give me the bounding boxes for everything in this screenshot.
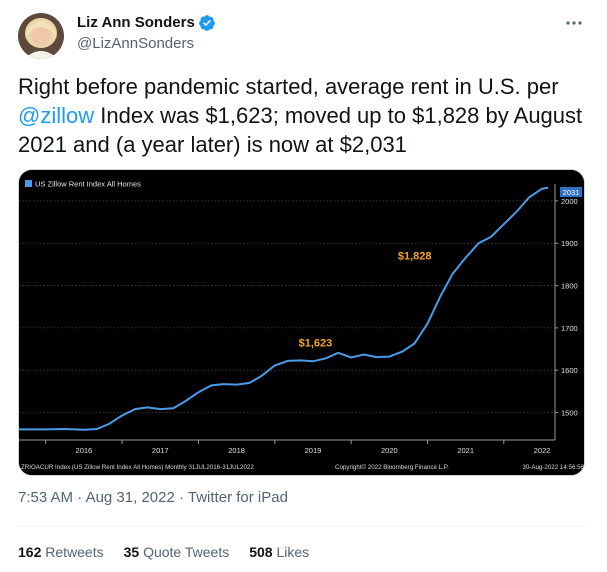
chart-image[interactable]: 1500 1600 1700 1800 1900 2000 2016 2017 2018 201… xyxy=(18,169,585,476)
timestamp-separator-2: · xyxy=(178,489,184,506)
retweets-label: Retweets xyxy=(45,544,104,560)
x-tick-label: 2016 xyxy=(76,446,93,455)
mention-link[interactable]: @zillow xyxy=(18,103,95,128)
y-tick-label: 1600 xyxy=(561,366,578,375)
series-line-zillow-rent-index xyxy=(19,186,549,431)
legend-swatch xyxy=(25,180,32,187)
tweet-date[interactable]: Aug 31, 2022 xyxy=(85,489,175,506)
y-tick-label: 1500 xyxy=(561,408,578,417)
more-options-icon[interactable] xyxy=(563,12,585,34)
quote-tweets-stat[interactable]: 35 Quote Tweets xyxy=(124,544,230,560)
likes-count: 508 xyxy=(249,544,273,560)
chart-footer-right: 30-Aug-2022 14:56:56 xyxy=(522,464,584,471)
verified-badge-icon xyxy=(198,15,215,31)
tweet-time[interactable]: 7:53 AM xyxy=(18,489,74,506)
retweets-stat[interactable]: 162 Retweets xyxy=(18,544,104,560)
divider-top xyxy=(18,526,589,527)
chart-footer-left: ZRIOACUR Index (US Zillow Rent Index All… xyxy=(21,464,254,471)
annotation-label: $1,623 xyxy=(299,337,333,349)
x-tick-label: 2019 xyxy=(305,446,322,455)
x-tick-label: 2017 xyxy=(152,446,169,455)
x-tick-label: 2018 xyxy=(228,446,245,455)
last-value-label: 2031 xyxy=(563,188,580,197)
chart-footer-center: Copyright© 2022 Bloomberg Finance L.P. xyxy=(335,464,449,471)
y-tick-label: 1800 xyxy=(561,282,578,291)
likes-label: Likes xyxy=(276,544,310,560)
quote-tweets-label: Quote Tweets xyxy=(143,544,230,560)
y-tick-label: 1900 xyxy=(561,239,578,248)
rent-index-chart: 1500 1600 1700 1800 1900 2000 2016 2017 2018 201… xyxy=(19,170,584,475)
author-name-row[interactable]: Liz Ann Sonders xyxy=(77,14,216,32)
y-tick-label: 2000 xyxy=(561,197,578,206)
quote-tweets-count: 35 xyxy=(123,544,140,560)
tweet-timestamp: 7:53 AM · Aug 31, 2022 · Twitter for iPa… xyxy=(18,489,288,506)
y-tick-label: 1700 xyxy=(561,324,578,333)
avatar-photo xyxy=(18,13,64,59)
author-display-name[interactable]: Liz Ann Sonders xyxy=(77,14,195,31)
likes-stat[interactable]: 508 Likes xyxy=(249,544,309,560)
x-tick-label: 2022 xyxy=(534,446,551,455)
x-tick-label: 2021 xyxy=(457,446,474,455)
tweet-text: Right before pandemic started, average r… xyxy=(18,72,593,159)
tweet-text-start: Right before pandemic started, average r… xyxy=(18,74,559,99)
last-value-tag: 2031 xyxy=(560,187,582,197)
tweet-source[interactable]: Twitter for iPad xyxy=(187,489,288,506)
x-tick-label: 2020 xyxy=(381,446,398,455)
engagement-stats: 162 Retweets 35 Quote Tweets 508 Likes xyxy=(18,544,309,560)
legend-label: US Zillow Rent Index All Homes xyxy=(35,180,141,189)
annotation-label: $1,828 xyxy=(398,251,432,263)
timestamp-separator: · xyxy=(77,489,83,506)
tweet-text-end: Index was $1,623; moved up to $1,828 by … xyxy=(18,103,583,157)
retweets-count: 162 xyxy=(18,544,42,560)
avatar[interactable] xyxy=(18,13,64,59)
author-handle[interactable]: @LizAnnSonders xyxy=(77,35,194,52)
